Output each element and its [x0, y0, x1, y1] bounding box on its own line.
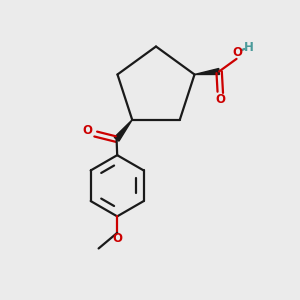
Text: O: O — [112, 232, 122, 245]
Polygon shape — [114, 120, 132, 141]
Text: H: H — [244, 41, 254, 54]
Text: O: O — [232, 46, 242, 59]
Polygon shape — [194, 68, 220, 74]
Text: O: O — [83, 124, 93, 137]
Text: O: O — [215, 93, 225, 106]
